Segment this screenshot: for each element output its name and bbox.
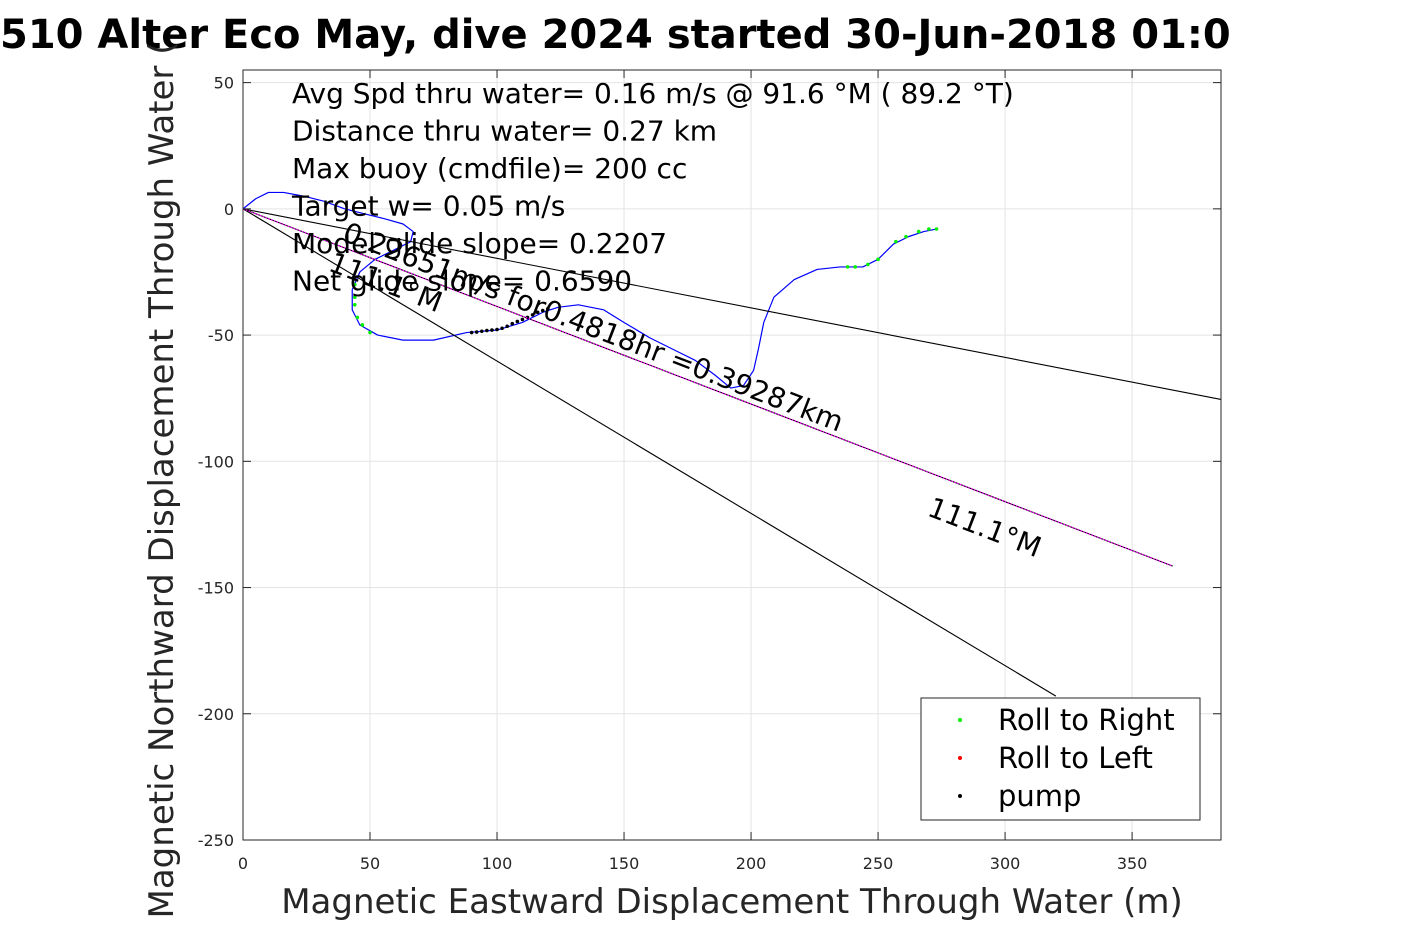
pump-marker — [505, 324, 509, 329]
annotation-line: Max buoy (cmdfile)= 200 cc — [292, 152, 687, 185]
legend-box — [920, 697, 1201, 821]
pump-marker — [535, 310, 540, 315]
plot-frame — [242, 69, 1222, 841]
annotation-line: Net glide slope= 0.6590 — [292, 265, 632, 298]
roll-right-marker — [352, 295, 357, 300]
rotated-labels: 0.22651m/s for0.4818hr =0.39287km111.1°M… — [324, 216, 1045, 564]
pump-marker — [469, 330, 474, 335]
pump-marker — [474, 330, 479, 334]
pump-marker — [479, 329, 484, 334]
x-tick-label: 200 — [736, 854, 767, 873]
y-tick-label: 0 — [224, 200, 234, 219]
legend-label: Roll to Left — [998, 741, 1153, 775]
x-tick-label: 300 — [990, 854, 1021, 873]
x-axis-label: Magnetic Eastward Displacement Through W… — [281, 882, 1183, 922]
pump-marker — [500, 326, 504, 331]
y-tick-label: -150 — [198, 579, 234, 598]
pump-marker — [546, 307, 550, 311]
legend-marker — [958, 718, 962, 722]
pump-marker — [520, 317, 525, 322]
pump-marker — [530, 313, 535, 317]
x-tick-label: 100 — [482, 854, 513, 873]
roll-right-marker — [934, 227, 939, 231]
x-tick-label: 350 — [1117, 854, 1148, 873]
roll-right-marker — [894, 239, 898, 244]
y-tick-label: -50 — [208, 326, 234, 345]
roll-right-marker — [853, 265, 858, 269]
heading-label-far: 111.1°M — [923, 491, 1045, 564]
legend-marker — [958, 794, 962, 798]
x-tick-label: 250 — [863, 854, 894, 873]
legend-label: Roll to Right — [998, 703, 1175, 737]
pump-marker — [510, 321, 515, 326]
y-tick-label: -100 — [198, 452, 234, 471]
annotation-line: Model glide slope= 0.2207 — [292, 227, 667, 260]
roll-right-marker — [355, 315, 360, 320]
x-tick-label: 50 — [360, 854, 380, 873]
y-tick-label: -200 — [198, 705, 234, 724]
roll-right-marker — [927, 227, 931, 231]
heading-line — [242, 208, 1057, 697]
legend-marker — [958, 756, 962, 760]
axis-ticks: 0 50 100 150 200 250 300 350 50 0 -50 -100 -150 -200 -… — [198, 70, 1221, 873]
series-layer — [242, 191, 1222, 697]
roll-right-marker — [866, 262, 870, 267]
roll-right-marker — [916, 229, 921, 234]
roll-right-marker — [352, 302, 357, 307]
chart-title: 510 Alter Eco May, dive 2024 started 30-… — [0, 12, 1231, 58]
pump-marker — [540, 308, 545, 313]
x-tick-label: 0 — [238, 854, 248, 873]
y-tick-label: 50 — [214, 74, 234, 93]
y-axis-label: Magnetic Northward Displacement Through … — [142, 42, 182, 919]
y-tick-label: -250 — [198, 831, 234, 850]
legend: Roll to Right Roll to Left pump — [920, 697, 1201, 821]
annotation-line: Avg Spd thru water= 0.16 m/s @ 91.6 °M (… — [292, 77, 1014, 110]
roll-right-marker — [352, 282, 357, 287]
roll-right-marker — [368, 330, 372, 335]
heading-line — [242, 208, 1222, 400]
roll-right-marker — [904, 234, 908, 239]
pump-marker — [485, 328, 489, 333]
roll-right-marker — [360, 323, 365, 327]
annotation-line: Distance thru water= 0.27 km — [292, 115, 717, 148]
x-tick-label: 150 — [609, 854, 640, 873]
roll-left-line — [242, 208, 1173, 567]
annotation-line: Target w= 0.05 m/s — [291, 190, 565, 223]
roll-right-marker — [876, 257, 880, 262]
legend-label: pump — [998, 779, 1081, 813]
roll-right-marker — [845, 265, 850, 269]
annotation-block: Avg Spd thru water= 0.16 m/s @ 91.6 °M (… — [291, 77, 1014, 298]
pump-marker — [490, 328, 494, 332]
pump-marker — [515, 319, 520, 324]
track-line — [242, 191, 937, 389]
pump-marker — [495, 327, 499, 332]
